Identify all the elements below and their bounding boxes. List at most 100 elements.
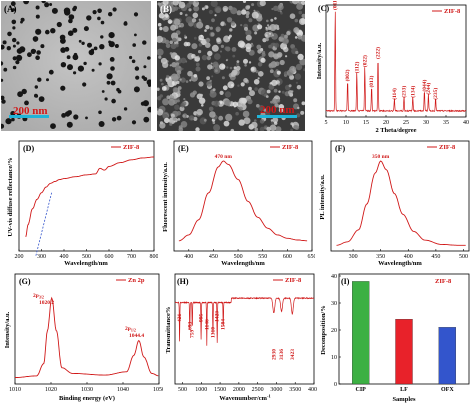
y-axis-label: UV-vis diffuse reflectance/% bbox=[7, 157, 14, 236]
sem-grain bbox=[191, 18, 197, 23]
nanoparticle bbox=[16, 54, 23, 62]
nanoparticle bbox=[87, 42, 92, 48]
sem-grain bbox=[169, 64, 172, 67]
sem-grain bbox=[179, 12, 183, 15]
sem-grain bbox=[223, 120, 230, 127]
sem-grain bbox=[245, 11, 250, 16]
sem-grain bbox=[159, 78, 163, 82]
sem-image: 200 nm (B) bbox=[157, 1, 305, 131]
sem-grain bbox=[164, 39, 170, 45]
nanoparticle bbox=[123, 21, 128, 26]
nanoparticle bbox=[72, 27, 78, 33]
sem-grain bbox=[162, 98, 170, 106]
sem-grain bbox=[225, 59, 228, 62]
sem-grain bbox=[248, 61, 252, 64]
sem-grain bbox=[263, 108, 267, 112]
nanoparticle bbox=[147, 106, 151, 113]
sem-grain bbox=[265, 37, 269, 42]
nanoparticle bbox=[60, 85, 66, 91]
nanoparticle bbox=[97, 16, 101, 21]
sem-grain bbox=[230, 71, 237, 77]
sem-grain bbox=[224, 91, 232, 98]
nanoparticle bbox=[12, 65, 17, 70]
sem-grain bbox=[274, 61, 280, 67]
sem-grain bbox=[257, 24, 263, 30]
x-tick-label: 500 bbox=[178, 387, 187, 393]
sem-grain bbox=[185, 16, 193, 24]
sem-grain bbox=[275, 126, 282, 131]
nanoparticle bbox=[23, 1, 29, 5]
sem-grain bbox=[175, 73, 181, 79]
nanoparticle bbox=[114, 44, 119, 48]
legend-zn2p: Zn 2p bbox=[128, 277, 145, 284]
sem-grain bbox=[169, 40, 173, 45]
sem-grain bbox=[280, 33, 285, 38]
sem-grain bbox=[241, 103, 244, 106]
nanoparticle bbox=[98, 110, 102, 115]
sem-grain bbox=[270, 18, 274, 22]
sem-grain bbox=[172, 37, 177, 43]
sem-grain bbox=[255, 70, 259, 74]
sem-grain bbox=[167, 5, 173, 11]
category-label: CIP bbox=[355, 387, 366, 393]
sem-grain bbox=[158, 12, 165, 19]
sem-grain bbox=[214, 5, 222, 14]
sem-grain bbox=[294, 36, 298, 39]
sem-grain bbox=[213, 67, 221, 74]
x-tick-label: 1050 bbox=[153, 387, 163, 393]
sem-grain bbox=[194, 36, 197, 40]
peak-label-2p12: 2p1/2 1044.4 bbox=[125, 326, 144, 339]
sem-grain bbox=[196, 108, 203, 116]
sem-grain bbox=[227, 36, 231, 40]
panel-label: (G) bbox=[19, 277, 31, 286]
sem-grain bbox=[226, 17, 233, 23]
nanoparticle bbox=[33, 37, 38, 42]
sem-grain bbox=[248, 18, 253, 23]
scale-label: 200 nm bbox=[260, 104, 295, 116]
sem-grain bbox=[210, 32, 215, 37]
panel-g: (G) Zn 2p 2p3/2 1020.2 2p1/2 1044.4 1010… bbox=[1, 270, 163, 405]
sem-grain bbox=[184, 34, 187, 37]
x-tick-label: 550 bbox=[258, 254, 267, 260]
sem-grain bbox=[213, 100, 220, 107]
band-label: 759 bbox=[190, 330, 196, 339]
nanoparticle bbox=[10, 111, 16, 116]
sem-grain bbox=[230, 128, 235, 131]
sem-grain bbox=[243, 117, 251, 125]
sem-grain bbox=[186, 3, 191, 8]
x-tick-label: 1030 bbox=[81, 387, 93, 393]
x-tick-label: 20 bbox=[383, 120, 389, 126]
category-label: OFX bbox=[441, 387, 454, 393]
x-tick-label: 1040 bbox=[117, 387, 129, 393]
sem-grain bbox=[193, 74, 198, 78]
sem-grain bbox=[224, 99, 231, 107]
peak-label: (222) bbox=[375, 47, 382, 59]
nanoparticle bbox=[66, 55, 71, 60]
plot-frame bbox=[173, 140, 313, 252]
nanoparticle bbox=[35, 28, 42, 35]
nanoparticle bbox=[51, 7, 58, 14]
sem-grain bbox=[170, 24, 177, 31]
sem-grain bbox=[244, 64, 247, 67]
sem-grain bbox=[179, 78, 182, 81]
sem-grain bbox=[157, 87, 160, 91]
nanoparticle bbox=[40, 44, 45, 49]
sem-grain bbox=[212, 61, 219, 68]
sem-grain bbox=[171, 62, 177, 68]
nanoparticle bbox=[143, 116, 150, 123]
scale-bar bbox=[257, 115, 297, 118]
sem-grain bbox=[189, 79, 192, 82]
nanoparticle bbox=[1, 78, 4, 82]
x-tick-label: 1000 bbox=[195, 387, 207, 393]
tangent-line bbox=[35, 192, 53, 256]
nanoparticle bbox=[11, 19, 17, 25]
sem-grain bbox=[280, 42, 288, 50]
nanoparticle bbox=[35, 5, 40, 10]
sem-grain bbox=[167, 79, 174, 86]
peak-label: 350 nm bbox=[372, 154, 390, 160]
x-tick-label: 400 bbox=[184, 254, 193, 260]
sem-grain bbox=[295, 63, 303, 71]
nanoparticle bbox=[56, 21, 62, 28]
sem-grain bbox=[192, 12, 199, 19]
sem-grain bbox=[276, 70, 281, 75]
